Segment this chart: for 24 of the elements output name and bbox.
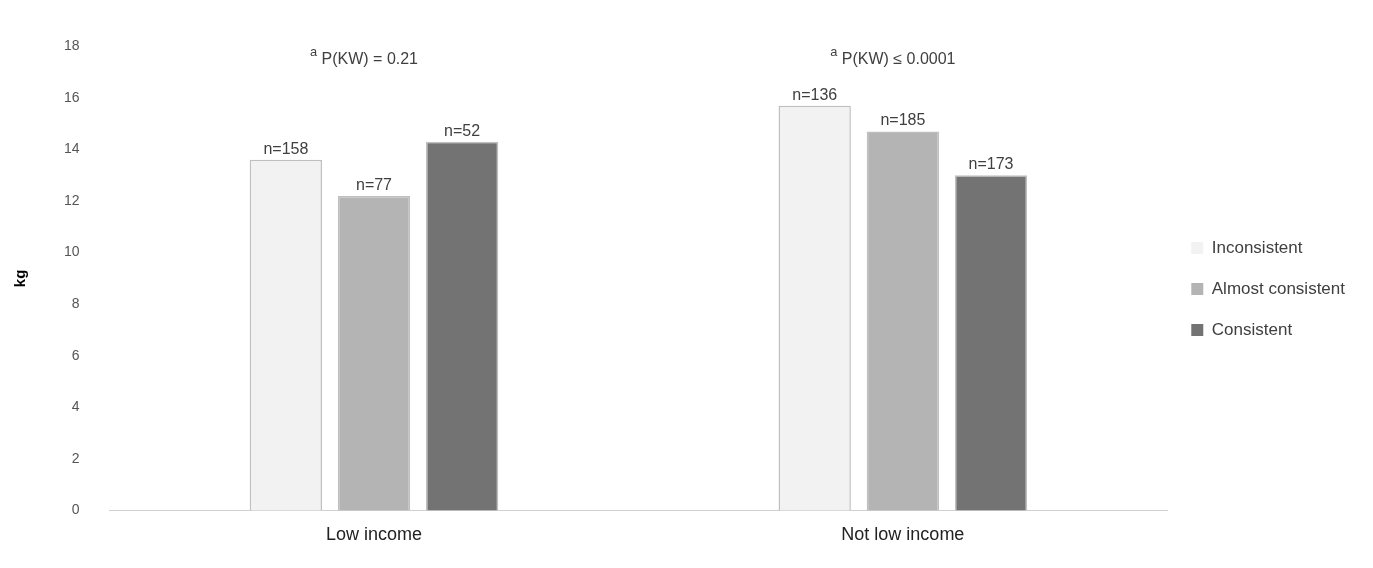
legend-label: Inconsistent: [1211, 237, 1303, 257]
y-tick-label: 4: [71, 398, 80, 415]
y-tick-label: 0: [71, 501, 80, 518]
legend-label: Almost consistent: [1211, 278, 1346, 298]
annotation: a P(KW) = 0.21: [309, 44, 419, 68]
x-tick-label: Not low income: [841, 524, 965, 545]
y-tick-label: 18: [63, 37, 80, 54]
y-tick-label: 14: [63, 140, 80, 157]
annotation: n=136: [792, 85, 838, 103]
y-tick-label: 2: [71, 449, 80, 466]
annotation: n=185: [880, 111, 926, 129]
annotation: n=173: [968, 155, 1014, 173]
legend-label: Consistent: [1211, 319, 1293, 339]
annotation: a P(KW) ≤ 0.0001: [830, 44, 956, 68]
x-tick-label: Low income: [325, 524, 423, 545]
annotation: n=77: [355, 175, 393, 193]
y-tick-label: 16: [63, 88, 80, 105]
annotation: n=158: [263, 139, 309, 157]
y-axis-title: kg: [11, 269, 29, 288]
y-tick-label: 12: [63, 191, 80, 208]
y-tick-label: 6: [71, 346, 80, 363]
annotation: n=52: [444, 121, 481, 139]
y-tick-label: 10: [63, 243, 80, 260]
y-tick-label: 8: [71, 295, 80, 312]
